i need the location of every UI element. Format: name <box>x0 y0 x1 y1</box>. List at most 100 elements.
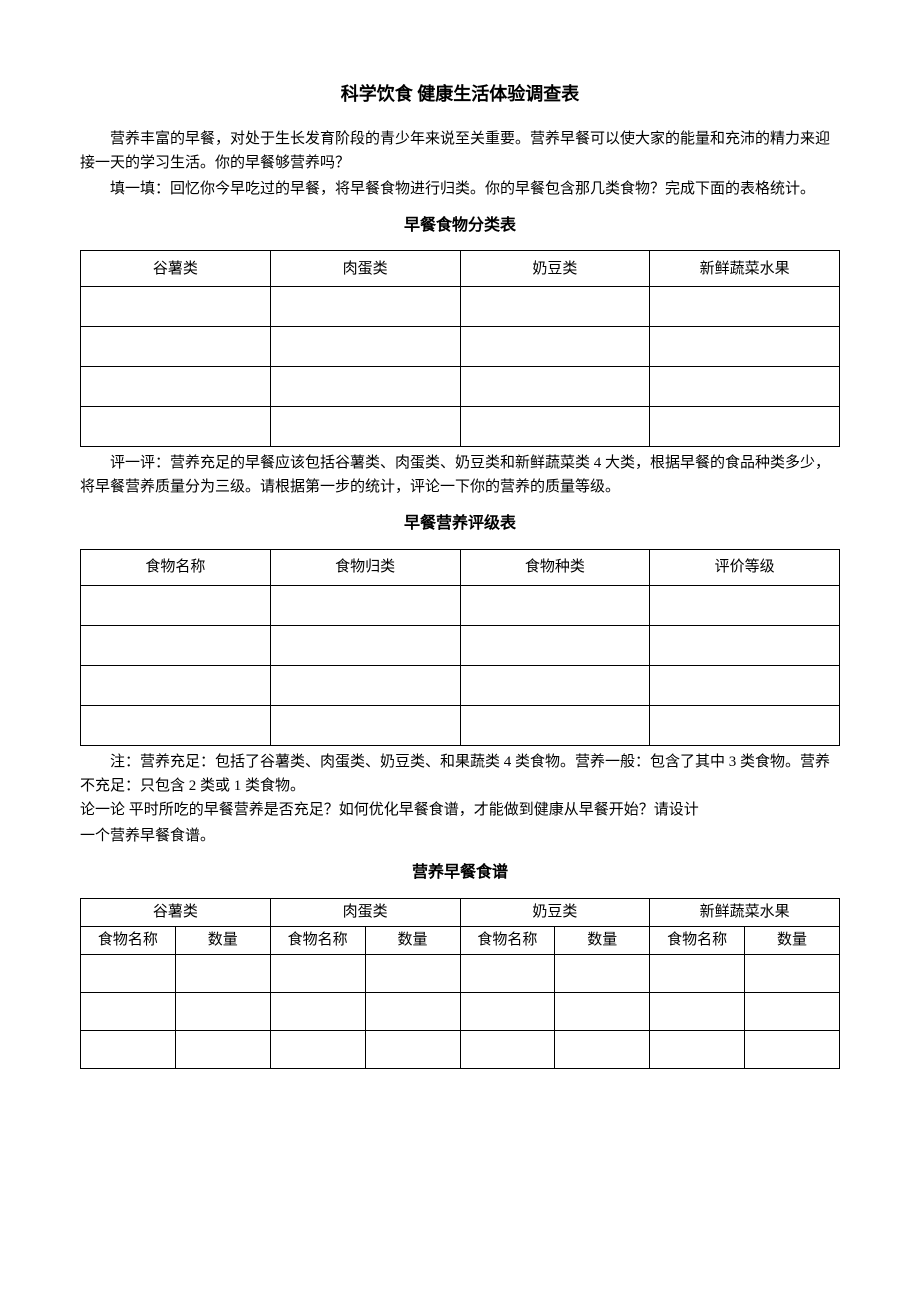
table-cell[interactable] <box>745 1030 840 1068</box>
table-row <box>81 1030 840 1068</box>
table-cell[interactable] <box>650 367 840 407</box>
table-sub-header-row: 食物名称 数量 食物名称 数量 食物名称 数量 食物名称 数量 <box>81 926 840 954</box>
table-cell[interactable] <box>650 585 840 625</box>
table-row <box>81 992 840 1030</box>
table-sub-header: 数量 <box>745 926 840 954</box>
table-cell[interactable] <box>81 705 271 745</box>
table-cell[interactable] <box>81 407 271 447</box>
table-header: 食物种类 <box>460 549 650 585</box>
intro-paragraph-1: 营养丰富的早餐，对处于生长发育阶段的青少年来说至关重要。营养早餐可以使大家的能量… <box>80 127 840 175</box>
table-row <box>81 287 840 327</box>
table-cell[interactable] <box>745 954 840 992</box>
table-header-row: 谷薯类 肉蛋类 奶豆类 新鲜蔬菜水果 <box>81 251 840 287</box>
table-cell[interactable] <box>270 585 460 625</box>
table-sub-header: 数量 <box>365 926 460 954</box>
table-cell[interactable] <box>555 1030 650 1068</box>
table-cell[interactable] <box>650 625 840 665</box>
section1-title: 早餐食物分类表 <box>80 213 840 239</box>
table-cell[interactable] <box>81 367 271 407</box>
table-cell[interactable] <box>270 367 460 407</box>
table-header: 评价等级 <box>650 549 840 585</box>
table-cell[interactable] <box>365 992 460 1030</box>
food-classification-table: 谷薯类 肉蛋类 奶豆类 新鲜蔬菜水果 <box>80 250 840 447</box>
table-cell[interactable] <box>555 992 650 1030</box>
table-sub-header: 数量 <box>175 926 270 954</box>
table-cell[interactable] <box>270 954 365 992</box>
document-title: 科学饮食 健康生活体验调查表 <box>80 80 840 109</box>
table-row <box>81 705 840 745</box>
table-cell[interactable] <box>460 625 650 665</box>
table-sub-header: 数量 <box>555 926 650 954</box>
breakfast-recipe-table: 谷薯类 肉蛋类 奶豆类 新鲜蔬菜水果 食物名称 数量 食物名称 数量 食物名称 … <box>80 898 840 1069</box>
section1-after-text: 评一评：营养充足的早餐应该包括谷薯类、肉蛋类、奶豆类和新鲜蔬菜类 4 大类，根据… <box>80 451 840 499</box>
table-sub-header: 食物名称 <box>81 926 176 954</box>
table-row <box>81 665 840 705</box>
table-cell[interactable] <box>650 287 840 327</box>
table-sub-header: 食物名称 <box>650 926 745 954</box>
table-cell[interactable] <box>365 954 460 992</box>
table-group-header: 奶豆类 <box>460 898 650 926</box>
table-row <box>81 954 840 992</box>
table-cell[interactable] <box>460 287 650 327</box>
table-group-header: 新鲜蔬菜水果 <box>650 898 840 926</box>
table-row <box>81 625 840 665</box>
table-cell[interactable] <box>460 992 555 1030</box>
table-cell[interactable] <box>81 287 271 327</box>
table-sub-header: 食物名称 <box>460 926 555 954</box>
table-cell[interactable] <box>650 705 840 745</box>
table-header: 奶豆类 <box>460 251 650 287</box>
table-cell[interactable] <box>460 954 555 992</box>
table-cell[interactable] <box>175 992 270 1030</box>
section2-discuss-2: 一个营养早餐食谱。 <box>80 824 840 848</box>
table-group-header: 肉蛋类 <box>270 898 460 926</box>
table-cell[interactable] <box>270 625 460 665</box>
table-group-header: 谷薯类 <box>81 898 271 926</box>
table-cell[interactable] <box>650 665 840 705</box>
section2-title: 早餐营养评级表 <box>80 511 840 537</box>
table-row <box>81 407 840 447</box>
intro-paragraph-2: 填一填：回忆你今早吃过的早餐，将早餐食物进行归类。你的早餐包含那几类食物？完成下… <box>80 177 840 201</box>
table-cell[interactable] <box>365 1030 460 1068</box>
table-cell[interactable] <box>555 954 650 992</box>
table-cell[interactable] <box>270 705 460 745</box>
table-cell[interactable] <box>81 992 176 1030</box>
table-cell[interactable] <box>81 625 271 665</box>
table-cell[interactable] <box>175 1030 270 1068</box>
table-cell[interactable] <box>270 1030 365 1068</box>
table-cell[interactable] <box>81 665 271 705</box>
table-cell[interactable] <box>650 992 745 1030</box>
table-cell[interactable] <box>270 327 460 367</box>
table-header: 肉蛋类 <box>270 251 460 287</box>
table-header-row: 食物名称 食物归类 食物种类 评价等级 <box>81 549 840 585</box>
table-row <box>81 327 840 367</box>
table-cell[interactable] <box>460 327 650 367</box>
table-cell[interactable] <box>650 1030 745 1068</box>
table-cell[interactable] <box>460 665 650 705</box>
table-sub-header: 食物名称 <box>270 926 365 954</box>
table-header: 食物归类 <box>270 549 460 585</box>
table-cell[interactable] <box>270 287 460 327</box>
table-cell[interactable] <box>175 954 270 992</box>
table-cell[interactable] <box>81 585 271 625</box>
table-cell[interactable] <box>270 665 460 705</box>
table-group-header-row: 谷薯类 肉蛋类 奶豆类 新鲜蔬菜水果 <box>81 898 840 926</box>
nutrition-rating-table: 食物名称 食物归类 食物种类 评价等级 <box>80 549 840 746</box>
table-cell[interactable] <box>460 1030 555 1068</box>
table-cell[interactable] <box>81 1030 176 1068</box>
table-header: 新鲜蔬菜水果 <box>650 251 840 287</box>
table-cell[interactable] <box>460 407 650 447</box>
table-cell[interactable] <box>460 367 650 407</box>
table-cell[interactable] <box>745 992 840 1030</box>
table-row <box>81 585 840 625</box>
table-cell[interactable] <box>270 407 460 447</box>
table-cell[interactable] <box>270 992 365 1030</box>
table-header: 谷薯类 <box>81 251 271 287</box>
table-cell[interactable] <box>460 585 650 625</box>
table-cell[interactable] <box>81 954 176 992</box>
table-cell[interactable] <box>81 327 271 367</box>
table-cell[interactable] <box>650 407 840 447</box>
table-cell[interactable] <box>650 954 745 992</box>
table-header: 食物名称 <box>81 549 271 585</box>
table-cell[interactable] <box>650 327 840 367</box>
table-cell[interactable] <box>460 705 650 745</box>
